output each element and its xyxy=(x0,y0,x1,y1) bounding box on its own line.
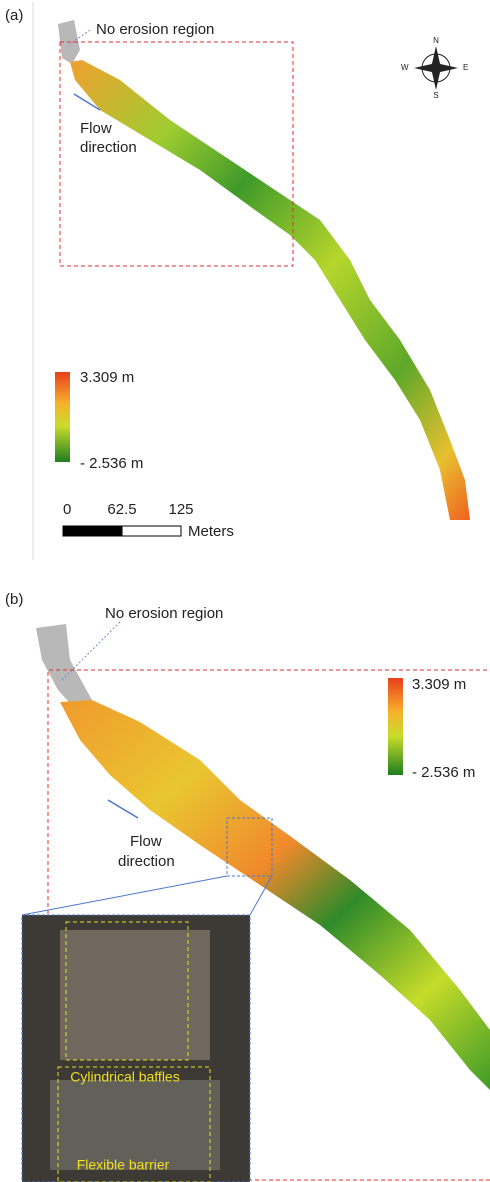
no-erosion-label: No erosion region xyxy=(96,21,214,38)
zoom-box xyxy=(59,41,294,267)
scale-label: 62.5 xyxy=(107,501,136,518)
detail-box xyxy=(226,817,273,877)
river-map xyxy=(60,700,490,1090)
panel-a: (a) No erosion region Flow direction N S… xyxy=(5,2,470,560)
panel-label: (a) xyxy=(5,7,23,24)
colorbar-max: 3.309 m xyxy=(80,369,134,386)
scale-label: 125 xyxy=(168,501,193,518)
compass-label: N xyxy=(433,36,439,45)
compass-label: E xyxy=(463,63,468,72)
scale-segment xyxy=(121,525,182,537)
compass-label: W xyxy=(401,63,409,72)
flow-arrow xyxy=(73,93,101,111)
flow-arrow xyxy=(107,799,139,819)
connector xyxy=(21,875,228,916)
flow-label: direction xyxy=(80,139,137,156)
compass-label: S xyxy=(433,91,438,100)
colorbar xyxy=(388,678,403,775)
scale-segment xyxy=(62,525,123,537)
photo-ground xyxy=(50,1080,220,1170)
flow-label: direction xyxy=(118,853,175,870)
colorbar xyxy=(55,372,70,462)
photo-ground xyxy=(60,930,210,1060)
colorbar-min: - 2.536 m xyxy=(80,455,143,472)
scale-unit: Meters xyxy=(188,523,234,540)
pointer xyxy=(69,29,91,45)
flow-label: Flow xyxy=(80,120,112,137)
pointer xyxy=(61,621,121,681)
inset-label: Flexible barrier xyxy=(77,1157,170,1173)
baffles-box xyxy=(65,921,189,1061)
colorbar-max: 3.309 m xyxy=(412,676,466,693)
scale-bar: 0 62.5 125 xyxy=(62,501,194,537)
colorbar-min: - 2.536 m xyxy=(412,764,475,781)
no-erosion-label: No erosion region xyxy=(105,605,223,622)
barrier-box xyxy=(57,1066,211,1182)
inset-label: Cylindrical baffles xyxy=(70,1069,179,1085)
connector xyxy=(249,875,273,916)
no-erosion-region xyxy=(36,624,92,712)
scale-label: 0 xyxy=(63,501,71,518)
panel-label: (b) xyxy=(5,591,23,608)
river-map xyxy=(70,60,470,520)
panel-b: (b) No erosion region 3.309 m - 2.536 m … xyxy=(5,591,490,1182)
flow-label: Flow xyxy=(130,833,162,850)
compass: N S E W xyxy=(401,36,468,100)
